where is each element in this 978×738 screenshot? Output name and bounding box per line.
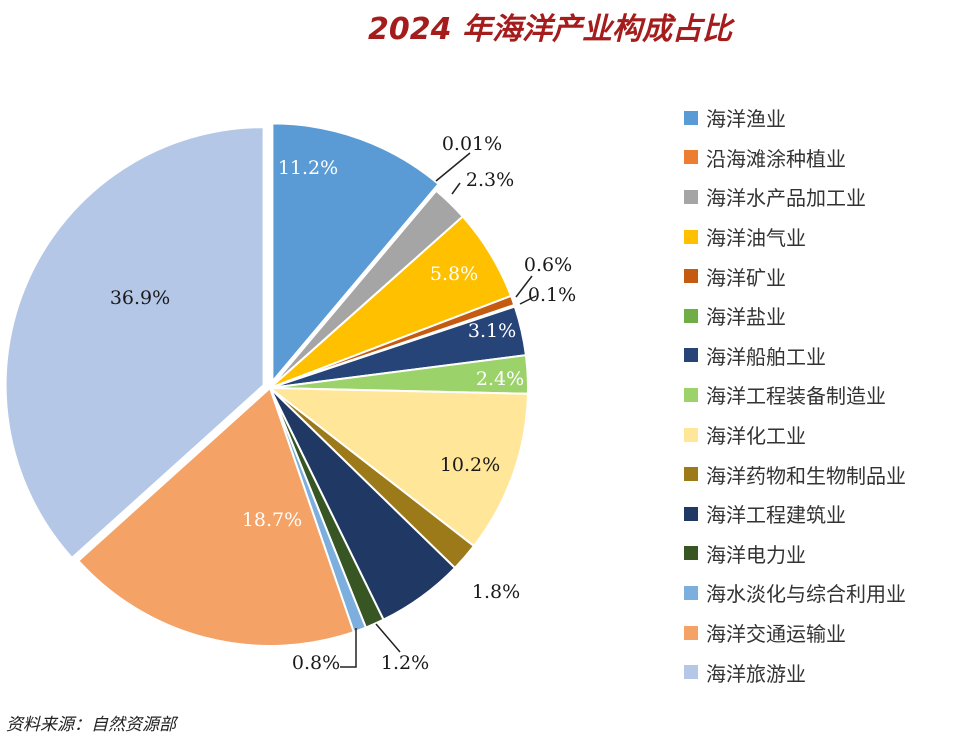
legend-item: 海洋工程装备制造业 [684, 375, 906, 415]
legend-item: 海洋矿业 [684, 256, 906, 296]
legend-item: 海洋盐业 [684, 296, 906, 336]
legend-label: 海洋药物和生物制品业 [706, 463, 906, 488]
legend-label: 海洋水产品加工业 [706, 186, 866, 211]
leader-line-11 [375, 623, 401, 653]
data-label-0: 11.2% [278, 157, 338, 179]
legend-swatch [684, 387, 698, 402]
leader-line-4 [515, 275, 533, 298]
legend-label: 海洋电力业 [706, 542, 806, 567]
legend-item: 海洋化工业 [684, 415, 906, 455]
legend-label: 海洋交通运输业 [706, 622, 846, 647]
legend-label: 海洋盐业 [706, 305, 786, 330]
legend-swatch [684, 229, 698, 244]
legend-swatch [684, 269, 698, 284]
legend-label: 海洋矿业 [706, 265, 786, 290]
legend-swatch [684, 665, 698, 680]
legend-swatch [684, 546, 698, 561]
pie-slice-0 [271, 122, 440, 385]
legend-item: 沿海滩涂种植业 [684, 138, 906, 178]
legend-item: 海洋旅游业 [684, 652, 906, 692]
legend-swatch [684, 427, 698, 442]
legend-swatch [684, 585, 698, 600]
data-label-2: 2.3% [466, 169, 514, 191]
legend-item: 海洋渔业 [684, 98, 906, 138]
legend-swatch [684, 150, 698, 165]
data-label-9: 1.8% [472, 581, 520, 603]
leader-line-12 [340, 628, 357, 668]
chart-legend: 海洋渔业 沿海滩涂种植业 海洋水产品加工业 海洋油气业 海洋矿业 海洋盐业 海洋船舶工业 海洋… [684, 98, 906, 692]
legend-label: 海洋渔业 [706, 107, 786, 132]
legend-item: 海洋油气业 [684, 217, 906, 257]
data-label-12: 0.8% [292, 652, 340, 674]
chart-title: 2024 年海洋产业构成占比 [368, 12, 732, 47]
legend-item: 海洋电力业 [684, 534, 906, 574]
legend-label: 海洋油气业 [706, 226, 806, 251]
data-label-8: 10.2% [440, 454, 500, 476]
data-label-14: 36.9% [110, 287, 170, 309]
legend-swatch [684, 625, 698, 640]
legend-swatch [684, 467, 698, 482]
legend-swatch [684, 348, 698, 363]
leader-line-1 [435, 152, 471, 182]
legend-swatch [684, 308, 698, 323]
legend-item: 海洋水产品加工业 [684, 177, 906, 217]
legend-item: 海洋工程建筑业 [684, 494, 906, 534]
legend-swatch [684, 506, 698, 521]
data-label-3: 5.8% [430, 263, 478, 285]
legend-label: 海洋工程建筑业 [706, 503, 846, 528]
data-label-6: 3.1% [468, 320, 516, 342]
pie-slice-13 [76, 386, 356, 647]
legend-label: 海水淡化与综合利用业 [706, 582, 906, 607]
legend-label: 海洋船舶工业 [706, 344, 826, 369]
legend-item: 海洋船舶工业 [684, 336, 906, 376]
data-label-13: 18.7% [242, 509, 302, 531]
data-label-1: 0.01% [442, 133, 502, 155]
legend-item: 海洋药物和生物制品业 [684, 454, 906, 494]
leader-line-2 [451, 182, 461, 195]
data-label-7: 2.4% [476, 368, 524, 390]
data-label-11: 1.2% [381, 652, 429, 674]
legend-label: 海洋旅游业 [706, 661, 806, 686]
legend-item: 海水淡化与综合利用业 [684, 573, 906, 613]
legend-item: 海洋交通运输业 [684, 613, 906, 653]
legend-swatch [684, 110, 698, 125]
legend-label: 海洋化工业 [706, 424, 806, 449]
data-label-4: 0.6% [524, 254, 572, 276]
legend-swatch [684, 189, 698, 204]
data-label-5: 0.1% [528, 284, 576, 306]
legend-label: 海洋工程装备制造业 [706, 384, 886, 409]
source-note: 资料来源：自然资源部 [6, 715, 176, 735]
pie-slice-14 [4, 126, 265, 560]
legend-label: 沿海滩涂种植业 [706, 146, 846, 171]
pie-slice-8 [266, 386, 529, 548]
leader-line-5 [519, 295, 537, 305]
